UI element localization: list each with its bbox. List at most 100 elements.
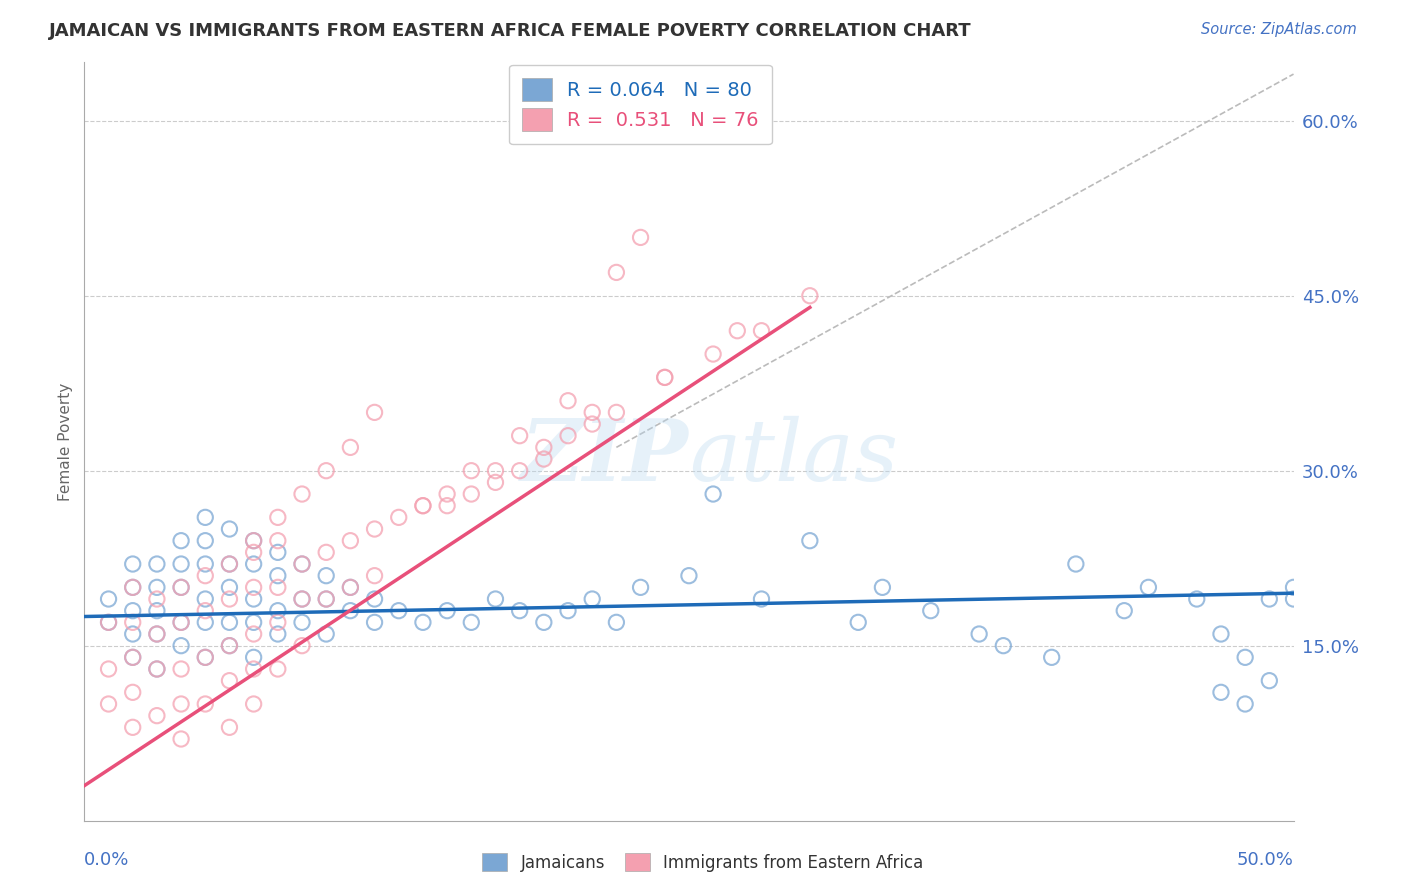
Point — [533, 615, 555, 630]
Point — [242, 650, 264, 665]
Point — [267, 604, 290, 618]
Point — [412, 615, 434, 630]
Point — [267, 510, 290, 524]
Point — [920, 604, 942, 618]
Point — [97, 592, 120, 607]
Legend: R = 0.064   N = 80, R =  0.531   N = 76: R = 0.064 N = 80, R = 0.531 N = 76 — [509, 64, 772, 145]
Point — [1040, 650, 1063, 665]
Point — [97, 697, 120, 711]
Point — [146, 557, 169, 571]
Point — [388, 510, 411, 524]
Point — [557, 428, 579, 442]
Point — [1064, 557, 1087, 571]
Point — [242, 533, 264, 548]
Point — [509, 464, 531, 478]
Point — [194, 615, 217, 630]
Point — [291, 557, 314, 571]
Point — [218, 673, 240, 688]
Point — [725, 324, 748, 338]
Point — [170, 557, 193, 571]
Point — [242, 592, 264, 607]
Point — [388, 604, 411, 618]
Point — [339, 533, 361, 548]
Point — [872, 580, 894, 594]
Point — [218, 592, 240, 607]
Point — [121, 604, 143, 618]
Point — [702, 487, 724, 501]
Point — [315, 464, 337, 478]
Point — [702, 347, 724, 361]
Point — [436, 604, 458, 618]
Point — [1114, 604, 1136, 618]
Point — [1234, 650, 1257, 665]
Point — [363, 568, 385, 582]
Point — [267, 615, 290, 630]
Point — [194, 604, 217, 618]
Point — [170, 615, 193, 630]
Point — [315, 592, 337, 607]
Point — [605, 265, 627, 279]
Point — [460, 487, 482, 501]
Point — [121, 650, 143, 665]
Point — [242, 615, 264, 630]
Point — [1234, 697, 1257, 711]
Point — [460, 615, 482, 630]
Point — [339, 441, 361, 455]
Point — [146, 708, 169, 723]
Point — [97, 615, 120, 630]
Point — [267, 545, 290, 559]
Point — [194, 510, 217, 524]
Point — [267, 568, 290, 582]
Point — [1209, 685, 1232, 699]
Text: JAMAICAN VS IMMIGRANTS FROM EASTERN AFRICA FEMALE POVERTY CORRELATION CHART: JAMAICAN VS IMMIGRANTS FROM EASTERN AFRI… — [49, 22, 972, 40]
Point — [1185, 592, 1208, 607]
Point — [218, 557, 240, 571]
Point — [218, 615, 240, 630]
Point — [581, 405, 603, 419]
Point — [267, 533, 290, 548]
Point — [533, 441, 555, 455]
Point — [242, 662, 264, 676]
Point — [339, 580, 361, 594]
Text: ZIP: ZIP — [522, 415, 689, 499]
Point — [799, 289, 821, 303]
Text: Source: ZipAtlas.com: Source: ZipAtlas.com — [1201, 22, 1357, 37]
Point — [436, 487, 458, 501]
Point — [146, 592, 169, 607]
Point — [170, 639, 193, 653]
Point — [436, 499, 458, 513]
Point — [363, 592, 385, 607]
Point — [267, 580, 290, 594]
Point — [242, 697, 264, 711]
Point — [751, 324, 773, 338]
Point — [170, 697, 193, 711]
Point — [121, 627, 143, 641]
Point — [751, 592, 773, 607]
Point — [581, 417, 603, 431]
Point — [194, 533, 217, 548]
Point — [194, 557, 217, 571]
Point — [1282, 592, 1305, 607]
Point — [339, 580, 361, 594]
Point — [363, 615, 385, 630]
Point — [1137, 580, 1160, 594]
Point — [218, 557, 240, 571]
Point — [315, 592, 337, 607]
Point — [678, 568, 700, 582]
Point — [146, 627, 169, 641]
Text: 50.0%: 50.0% — [1237, 851, 1294, 869]
Point — [121, 685, 143, 699]
Legend: Jamaicans, Immigrants from Eastern Africa: Jamaicans, Immigrants from Eastern Afric… — [475, 847, 931, 879]
Point — [242, 533, 264, 548]
Point — [557, 604, 579, 618]
Point — [218, 720, 240, 734]
Point — [218, 639, 240, 653]
Point — [291, 639, 314, 653]
Point — [799, 533, 821, 548]
Point — [267, 662, 290, 676]
Point — [1209, 627, 1232, 641]
Point — [509, 428, 531, 442]
Point — [654, 370, 676, 384]
Text: atlas: atlas — [689, 416, 898, 498]
Point — [363, 522, 385, 536]
